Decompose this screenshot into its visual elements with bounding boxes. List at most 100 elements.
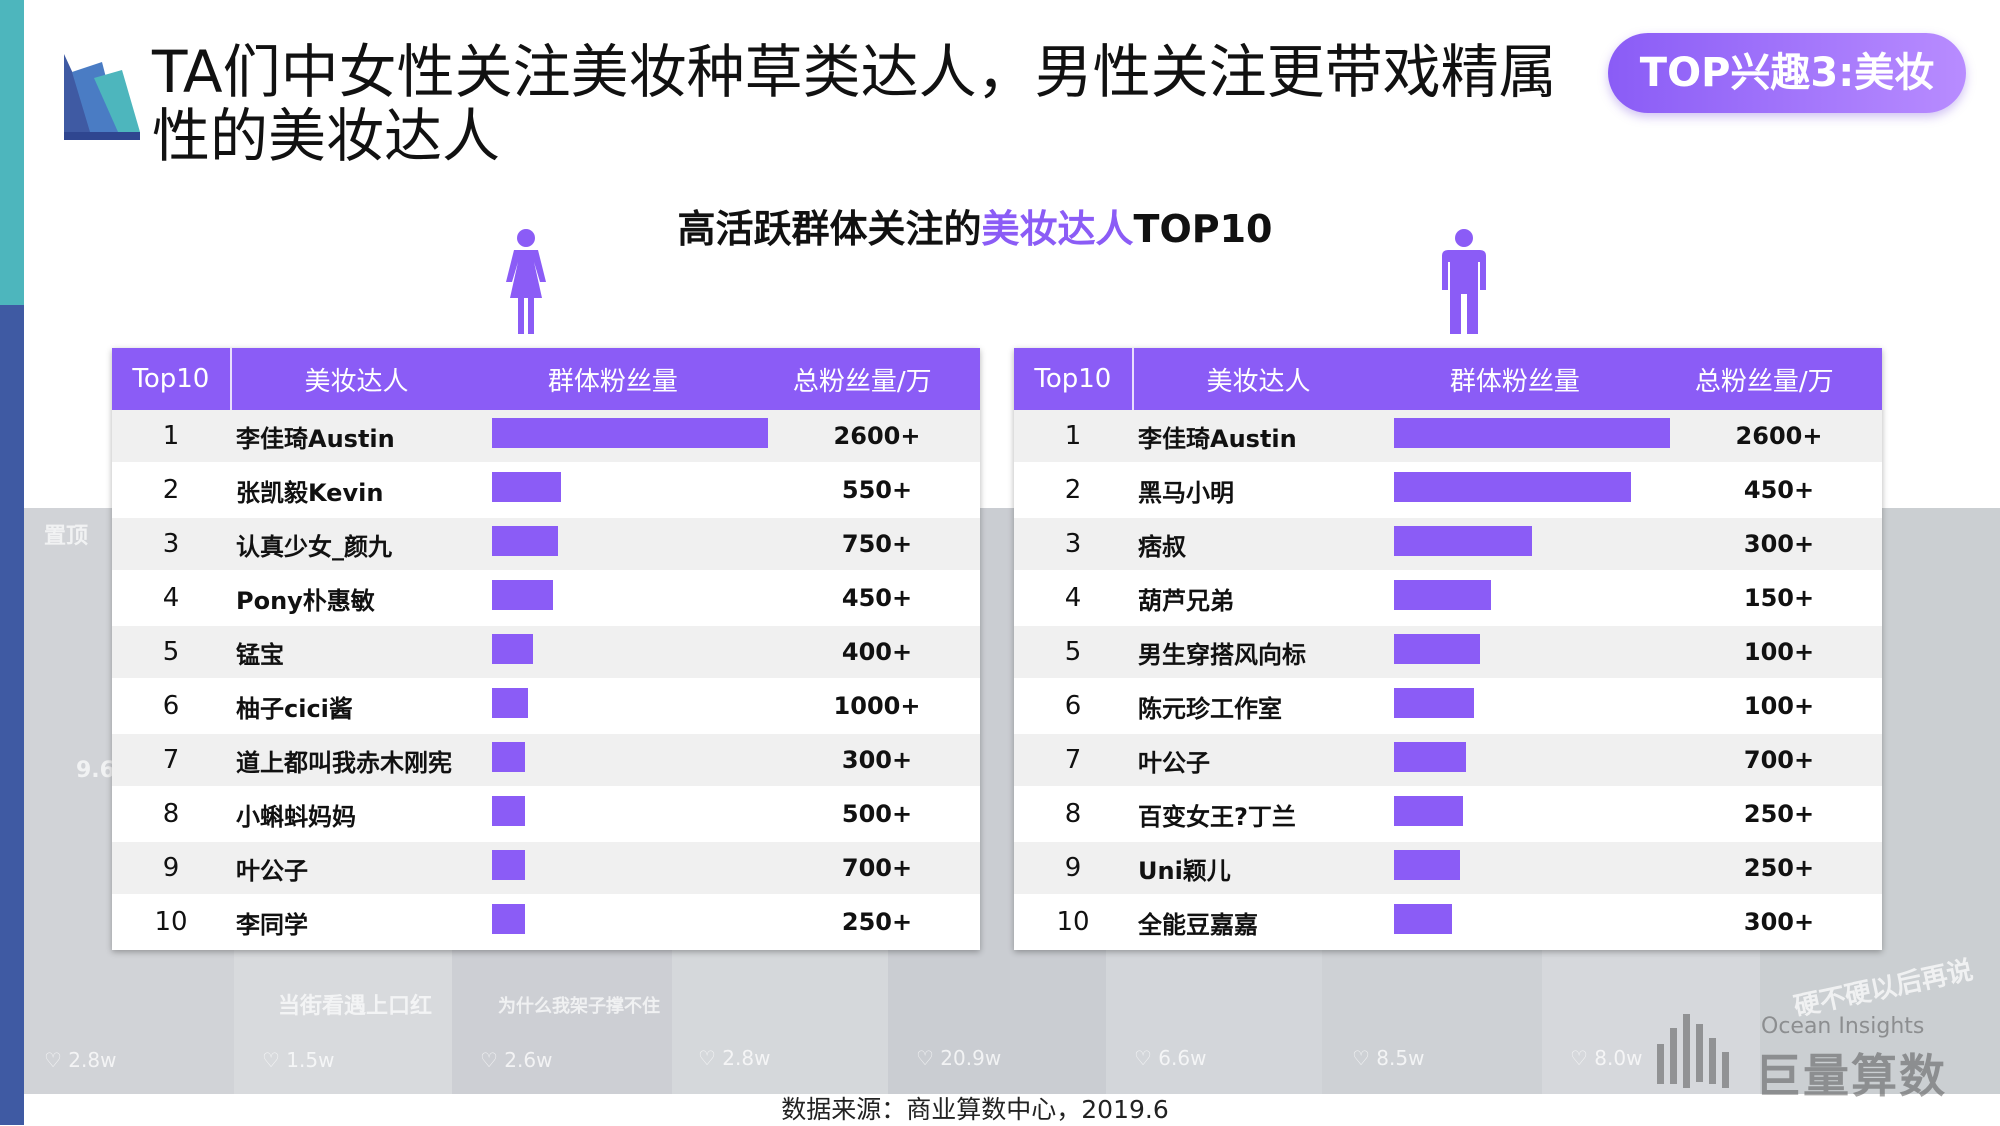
rank-cell: 6	[1064, 691, 1082, 721]
header-group-fans: 群体粉丝量	[1449, 366, 1580, 397]
brand-watermark: Ocean Insights 巨量算数	[1655, 1008, 1945, 1103]
influencer-name: 全能豆嘉嘉	[1138, 910, 1258, 939]
group-fans-cell	[1394, 518, 1724, 570]
group-fans-bar	[492, 418, 768, 448]
group-fans-cell	[492, 842, 822, 894]
table-row: 5 男生穿搭风向标 100+	[1014, 626, 1882, 680]
group-fans-cell	[1394, 788, 1724, 840]
influencer-name: 叶公子	[236, 856, 308, 885]
photo-like-count: ♡ 8.5w	[1352, 1046, 1425, 1070]
rank-cell: 2	[162, 475, 180, 505]
group-fans-bar	[492, 526, 558, 556]
total-fans-cell: 550+	[841, 476, 913, 504]
total-fans-cell: 250+	[841, 908, 913, 936]
rank-cell: 1	[1064, 421, 1082, 451]
photo-like-count: ♡ 6.6w	[1134, 1046, 1207, 1070]
like-count-1: 2.8w	[68, 1048, 117, 1072]
influencer-name: 小蝌蚪妈妈	[236, 802, 356, 831]
rank-cell: 7	[162, 745, 180, 775]
header-top10: Top10	[112, 348, 232, 410]
influencer-name: 李同学	[236, 910, 308, 939]
rank-cell: 4	[1064, 583, 1082, 613]
group-fans-bar	[492, 904, 525, 934]
group-fans-cell	[1394, 626, 1724, 678]
group-fans-cell	[492, 518, 822, 570]
bg-overlay-text-3: 当街看遇上口红	[278, 994, 433, 1019]
total-fans-cell: 250+	[1743, 800, 1815, 828]
topic-badge: TOP兴趣3:美妆	[1608, 33, 1966, 113]
like-count-4: 2.8w	[722, 1046, 771, 1070]
group-fans-cell	[492, 626, 822, 678]
brand-english: Ocean Insights	[1761, 1014, 1925, 1039]
table-row: 7 道上都叫我赤木刚宪 300+	[112, 734, 980, 788]
chart-title-suffix: TOP10	[1133, 207, 1273, 251]
left-accent-bar-teal	[0, 0, 24, 305]
table-row: 10 李同学 250+	[112, 896, 980, 950]
rank-cell: 3	[1064, 529, 1082, 559]
rank-cell: 10	[1056, 907, 1090, 937]
group-fans-bar	[492, 796, 525, 826]
group-fans-bar	[1394, 472, 1631, 502]
female-icon	[506, 229, 546, 334]
rank-cell: 6	[162, 691, 180, 721]
like-count-6: 6.6w	[1158, 1046, 1207, 1070]
brand-bars-icon	[1657, 1014, 1729, 1088]
total-fans-cell: 750+	[841, 530, 913, 558]
influencer-name: 李佳琦Austin	[236, 424, 395, 453]
group-fans-cell	[492, 734, 822, 786]
group-fans-cell	[492, 680, 822, 732]
page-title: TA们中女性关注美妆种草类达人，男性关注更带戏精属性的美妆达人	[152, 38, 1557, 170]
like-count-8: 8.0w	[1594, 1046, 1643, 1070]
rank-cell: 9	[162, 853, 180, 883]
total-fans-cell: 150+	[1743, 584, 1815, 612]
table-row: 2 黑马小明 450+	[1014, 464, 1882, 518]
bg-overlay-text-2: 9.6	[76, 758, 115, 783]
male-icon	[1442, 229, 1486, 334]
table-row: 4 Pony朴惠敏 450+	[112, 572, 980, 626]
company-logo-icon	[64, 54, 140, 140]
table-header: Top10 美妆达人 群体粉丝量 总粉丝量/万	[112, 348, 980, 410]
header-top10: Top10	[1014, 348, 1134, 410]
photo-like-count: ♡ 1.5w	[262, 1048, 335, 1072]
group-fans-cell	[1394, 734, 1724, 786]
group-fans-bar	[1394, 634, 1480, 664]
influencer-name: 痞叔	[1138, 532, 1186, 561]
group-fans-cell	[1394, 896, 1724, 948]
influencer-name: 葫芦兄弟	[1138, 586, 1234, 615]
group-fans-bar	[1394, 796, 1463, 826]
group-fans-cell	[492, 464, 822, 516]
rank-cell: 5	[1064, 637, 1082, 667]
rank-cell: 8	[1064, 799, 1082, 829]
like-count-3: 2.6w	[504, 1048, 553, 1072]
group-fans-bar	[492, 688, 528, 718]
table-row: 8 百变女王?丁兰 250+	[1014, 788, 1882, 842]
like-count-5: 20.9w	[940, 1046, 1002, 1070]
header-group-fans: 群体粉丝量	[547, 366, 678, 397]
like-count-7: 8.5w	[1376, 1046, 1425, 1070]
group-fans-bar	[492, 580, 553, 610]
total-fans-cell: 2600+	[1735, 422, 1823, 450]
table-row: 10 全能豆嘉嘉 300+	[1014, 896, 1882, 950]
influencer-name: 男生穿搭风向标	[1138, 640, 1306, 669]
group-fans-cell	[1394, 464, 1724, 516]
influencer-name: 百变女王?丁兰	[1138, 802, 1296, 831]
table-row: 6 陈元珍工作室 100+	[1014, 680, 1882, 734]
influencer-name: Pony朴惠敏	[236, 586, 375, 615]
chart-title-prefix: 高活跃群体关注的	[677, 207, 982, 251]
group-fans-bar	[1394, 904, 1452, 934]
photo-like-count: ♡ 20.9w	[916, 1046, 1002, 1070]
group-fans-cell	[1394, 572, 1724, 624]
header-influencer: 美妆达人	[304, 366, 409, 397]
group-fans-bar	[492, 850, 525, 880]
total-fans-cell: 450+	[841, 584, 913, 612]
table-header: Top10 美妆达人 群体粉丝量 总粉丝量/万	[1014, 348, 1882, 410]
group-fans-bar	[1394, 418, 1670, 448]
female-table-body: 1 李佳琦Austin 2600+ 2 张凯毅Kevin 550+ 3 认真少女_颜九 750+…	[112, 410, 980, 950]
table-row: 8 小蝌蚪妈妈 500+	[112, 788, 980, 842]
total-fans-cell: 500+	[841, 800, 913, 828]
total-fans-cell: 400+	[841, 638, 913, 666]
male-top10-table: Top10 美妆达人 群体粉丝量 总粉丝量/万 1 李佳琦Austin 2600+ 2…	[1014, 348, 1882, 950]
table-row: 7 叶公子 700+	[1014, 734, 1882, 788]
influencer-name: 陈元珍工作室	[1138, 694, 1282, 723]
table-row: 3 认真少女_颜九 750+	[112, 518, 980, 572]
